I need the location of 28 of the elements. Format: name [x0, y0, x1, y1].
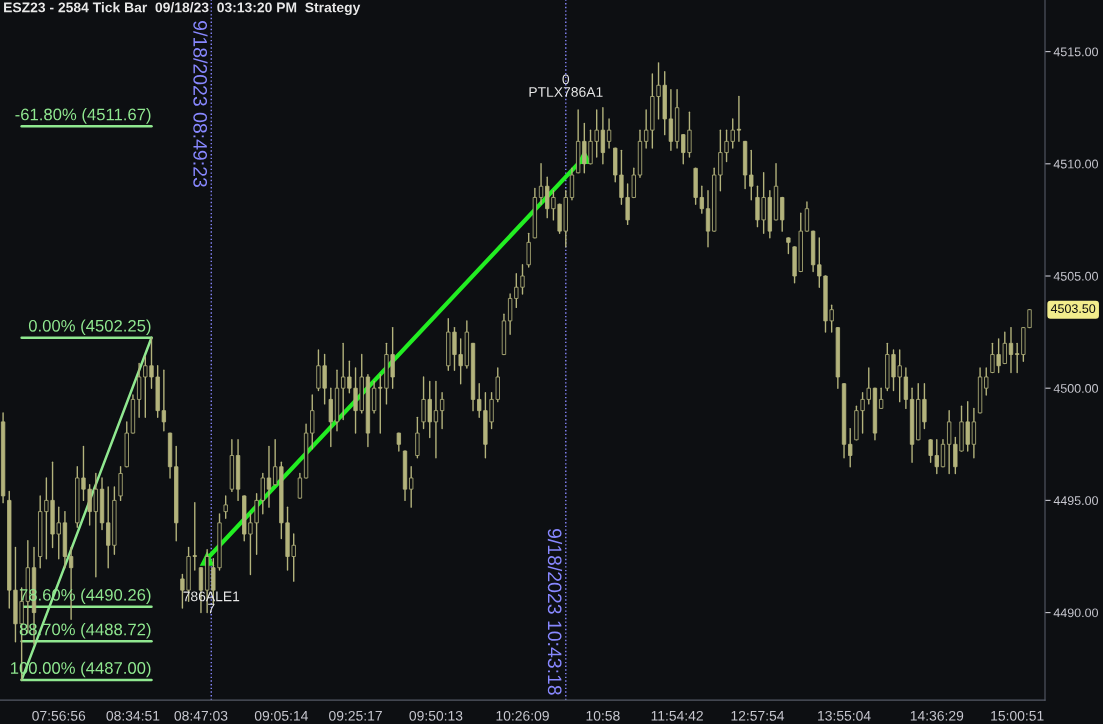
x-tick-label: 07:56:56 [32, 710, 86, 721]
text: 4503.50 [1050, 304, 1096, 314]
text: 9/18/2023 10:43:18 [547, 528, 563, 695]
series-label: 0.00% (4502.25) [28, 319, 151, 336]
x-tick-label: 15:00:51 [991, 710, 1044, 721]
annotation: PTLX786A1 [529, 87, 603, 97]
y-tick-label: 4500.00 [1053, 384, 1099, 393]
x-tick-label: 13:55:04 [818, 710, 871, 721]
x-tick-label: 11:54:42 [651, 710, 703, 721]
x-tick-label: 09:50:13 [409, 710, 463, 721]
x-tick-label: 08:34:51 [106, 710, 160, 721]
series-label: -61.80% (4511.67) [15, 108, 151, 124]
text: 9/18/2023 08:49:23 [193, 21, 208, 187]
x-tick-label: 08:47:03 [174, 710, 228, 721]
chart-title: ESZ23 - 2584 Tick Bar 09/18/23 03:13:20 PM Strategy [4, 2, 361, 16]
y-tick-label: 4505.00 [1053, 271, 1099, 281]
x-tick-label: 10:26:09 [496, 710, 549, 721]
annotation: 7 [208, 603, 215, 614]
x-tick-label: 09:25:17 [329, 710, 382, 721]
y-tick-label: 4515.00 [1053, 47, 1099, 57]
x-tick-label: 10:58 [586, 710, 620, 721]
annotation: 0 [562, 74, 570, 85]
y-tick-label: 4495.00 [1053, 496, 1099, 506]
x-tick-label: 09:05:14 [254, 710, 308, 721]
x-tick-label: 12:57:54 [731, 710, 785, 721]
y-tick-label: 4510.00 [1053, 159, 1099, 169]
y-tick-label: 4490.00 [1053, 608, 1099, 618]
x-tick-label: 14:36:29 [910, 710, 964, 721]
